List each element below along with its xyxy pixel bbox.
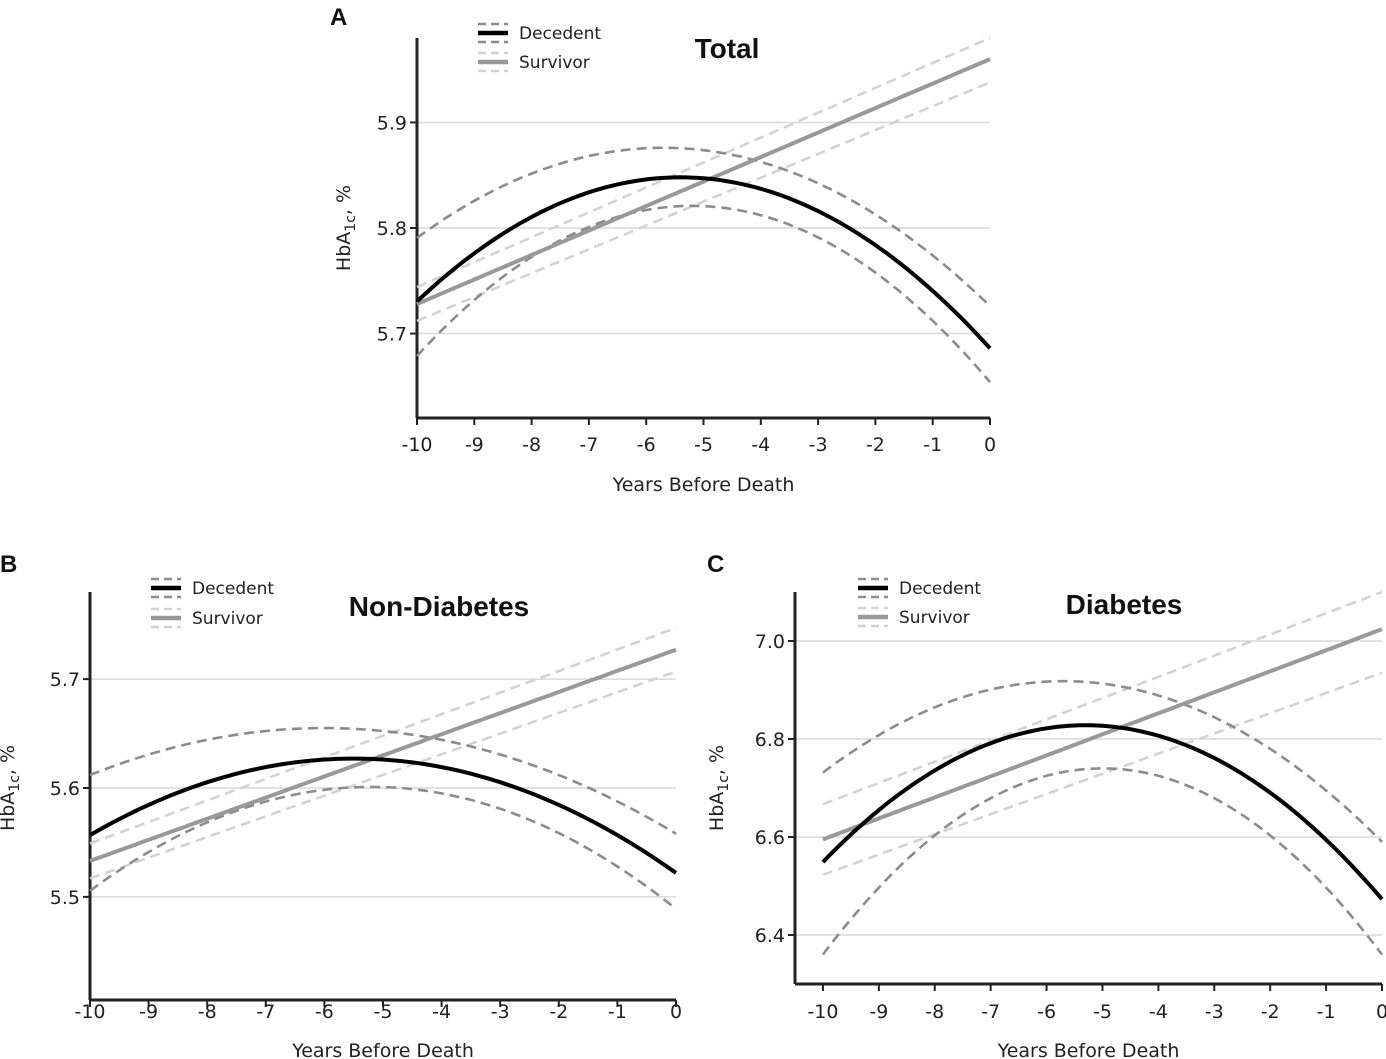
panel-c-x-tick-label: -7 — [981, 1001, 1000, 1023]
panel-b-x-tick-label: -6 — [315, 1001, 334, 1023]
panel-a-x-tick-label: -7 — [579, 434, 598, 456]
panel-c-x-tick-label: -4 — [1149, 1001, 1168, 1023]
panel-c: 6.46.66.87.0-10 -9 -8 -7 -6 -5 -4 -3 -2 -1 0Years … — [706, 551, 1386, 1059]
panel-a-series-decedent-upper-ci — [416, 146, 991, 308]
panel-c-x-tick-label: -1 — [1317, 1001, 1336, 1023]
panel-b-legend-decedent-label: Decedent — [192, 579, 274, 599]
panel-a-y-axis-label-suffix: , % — [333, 185, 355, 215]
panel-a-series-decedent-lower-ci — [416, 204, 991, 383]
panel-c-x-tick-label: -3 — [1205, 1001, 1224, 1023]
panel-a-series-survivor — [416, 57, 991, 306]
panel-c-series-decedent — [821, 723, 1384, 901]
panel-c-series-survivor — [822, 627, 1383, 842]
panel-b-legend-survivor-label: Survivor — [192, 609, 263, 629]
panel-a-x-axis-label: Years Before Death — [612, 474, 795, 496]
panel-c-x-tick-label: 0 — [1376, 1001, 1386, 1023]
panel-b-series-survivor — [89, 647, 677, 863]
panel-b-y-axis-label-main: HbA — [0, 792, 19, 831]
panel-c-y-tick-label: 6.4 — [755, 925, 785, 947]
panel-c-x-tick-label: -10 — [807, 1001, 838, 1023]
panel-a-y-tick-label: 5.9 — [377, 112, 407, 134]
panel-c-series-survivor-lower-ci — [822, 671, 1383, 876]
panel-a-y-axis-label-subscript: 1c — [343, 215, 359, 232]
panel-b-x-tick-label: -2 — [549, 1001, 568, 1023]
panel-c-legend-survivor-label: Survivor — [899, 608, 970, 628]
panel-a-x-tick-label: -8 — [522, 434, 541, 456]
panel-b-y-tick-label: 5.6 — [50, 778, 80, 800]
panel-c-letter: C — [707, 551, 724, 578]
panel-c-x-axis-label: Years Before Death — [997, 1040, 1180, 1059]
panel-a-y-tick-label: 5.8 — [377, 218, 407, 240]
panel-c-series-decedent-upper-ci — [822, 679, 1383, 843]
panel-b-y-axis-label: HbA1c, % — [0, 745, 23, 831]
panel-b-series-survivor-upper-ci — [89, 626, 677, 845]
panel-c-legend-decedent-label: Decedent — [899, 579, 981, 599]
panel-a-x-tick-label: -3 — [809, 434, 828, 456]
panel-b-series-decedent-upper-ci — [89, 726, 677, 835]
panel-a-x-tick-label: -4 — [751, 434, 770, 456]
panel-a-y-axis-label-main: HbA — [333, 232, 355, 271]
panel-a-x-tick-label: 0 — [984, 434, 996, 456]
panel-b-x-tick-label: -3 — [491, 1001, 510, 1023]
panel-b-x-tick-label: -9 — [139, 1001, 158, 1023]
panel-b-legend: Decedent Survivor — [151, 577, 274, 629]
panel-b-x-tick-label: 0 — [670, 1001, 682, 1023]
panel-b-x-tick-label: -8 — [198, 1001, 217, 1023]
panel-c-y-tick-label: 7.0 — [755, 631, 785, 653]
panel-c-y-axis-label-main: HbA — [706, 792, 728, 831]
panel-a-series-decedent — [415, 175, 992, 350]
panel-c-y-axis-label-suffix: , % — [706, 745, 728, 775]
panel-c-y-axis-label-subscript: 1c — [716, 775, 732, 792]
panel-b-series-decedent — [89, 756, 678, 875]
panel-b-x-tick-label: -10 — [74, 1001, 105, 1023]
panel-c-legend: Decedent Survivor — [858, 577, 981, 628]
panel-a-x-tick-label: -10 — [401, 434, 432, 456]
panel-b-x-tick-label: -7 — [256, 1001, 275, 1023]
panel-c-y-tick-label: 6.6 — [755, 827, 785, 849]
panel-b-y-tick-label: 5.5 — [50, 887, 80, 909]
panel-b-y-tick-label: 5.7 — [50, 669, 80, 691]
panel-a-title: Total — [695, 33, 760, 64]
panel-a-y-tick-label: 5.7 — [377, 324, 407, 346]
panel-b-x-axis-label: Years Before Death — [291, 1040, 474, 1059]
panel-c-x-tick-label: -9 — [869, 1001, 888, 1023]
panel-c-series-decedent-lower-ci — [821, 767, 1384, 956]
panel-b-letter: B — [0, 551, 17, 578]
panel-a-letter: A — [330, 4, 347, 31]
panel-b-y-axis-label-suffix: , % — [0, 745, 19, 775]
panel-a-legend-survivor-label: Survivor — [519, 53, 590, 73]
panel-b-series-survivor-lower-ci — [89, 670, 677, 880]
panel-a-series-survivor-upper-ci — [416, 36, 991, 289]
panel-b-x-tick-label: -1 — [608, 1001, 627, 1023]
panel-c-y-tick-label: 6.8 — [755, 729, 785, 751]
panel-a-series-survivor-lower-ci — [416, 81, 991, 323]
panel-a-legend-decedent-label: Decedent — [519, 24, 601, 44]
panel-c-x-tick-label: -2 — [1261, 1001, 1280, 1023]
panel-c-y-axis-label: HbA1c, % — [706, 745, 732, 831]
panel-a-x-tick-label: -9 — [465, 434, 484, 456]
panel-c-title: Diabetes — [1066, 589, 1183, 620]
panel-b-title: Non-Diabetes — [349, 591, 529, 622]
panel-a-x-tick-label: -6 — [637, 434, 656, 456]
panel-c-series-survivor-upper-ci — [822, 590, 1383, 806]
panel-c-x-tick-label: -6 — [1037, 1001, 1056, 1023]
panel-a-legend: Decedent Survivor — [478, 22, 601, 73]
panel-b-x-tick-label: -4 — [432, 1001, 451, 1023]
panel-a-y-axis-label: HbA1c, % — [333, 185, 359, 271]
panel-c-x-tick-label: -8 — [925, 1001, 944, 1023]
panel-c-x-tick-label: -5 — [1093, 1001, 1112, 1023]
panel-b-y-axis-label-subscript: 1c — [7, 775, 23, 792]
panel-a-x-tick-label: -1 — [923, 434, 942, 456]
panel-b-x-tick-label: -5 — [374, 1001, 393, 1023]
panel-a-x-tick-label: -5 — [694, 434, 713, 456]
panel-a-x-tick-label: -2 — [866, 434, 885, 456]
panel-b-series-decedent-lower-ci — [89, 785, 677, 910]
